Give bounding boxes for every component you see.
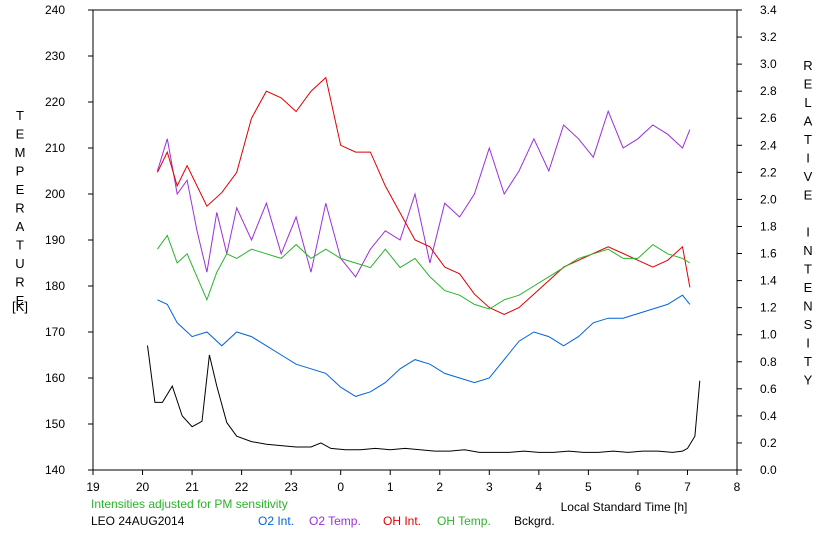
legend-o2-temp: O2 Temp.: [309, 514, 361, 528]
axis-title-letter: I: [806, 151, 810, 166]
axis-title-letter: R: [15, 201, 24, 216]
right-y-tick-label: 1.8: [760, 219, 777, 233]
left-y-tick-label: 220: [45, 95, 65, 109]
x-tick-label: 19: [86, 480, 100, 494]
legend-oh-temp: OH Temp.: [437, 514, 491, 528]
right-y-tick-label: 0.4: [760, 409, 777, 423]
axis-title-letter: L: [804, 95, 811, 110]
right-y-tick-label: 3.2: [760, 30, 777, 44]
right-y-tick-label: 2.4: [760, 138, 777, 152]
x-tick-label: 6: [635, 480, 642, 494]
right-y-tick-label: 1.4: [760, 274, 777, 288]
axis-title-letter: T: [16, 108, 24, 123]
axis-title-letter: Y: [804, 373, 813, 388]
left-y-tick-label: 140: [45, 463, 65, 477]
axis-title-letter: R: [803, 58, 812, 73]
right-y-tick-label: 2.6: [760, 111, 777, 125]
x-axis-title: Local Standard Time [h]: [561, 500, 688, 514]
left-y-tick-label: 190: [45, 233, 65, 247]
right-y-tick-label: 1.2: [760, 301, 777, 315]
left-y-tick-label: 150: [45, 417, 65, 431]
x-tick-label: 5: [585, 480, 592, 494]
left-y-tick-label: 170: [45, 325, 65, 339]
left-y-tick-label: 210: [45, 141, 65, 155]
right-y-axis: 0.0 0.2 0.4 0.6 0.8 1.0 1.2 1.4 1.6 1.8 2.0 2.2 2.4 2…: [737, 3, 777, 477]
x-tick-label: 3: [486, 480, 493, 494]
right-y-tick-label: 0.6: [760, 382, 777, 396]
series-line-oh-int: [156, 76, 691, 315]
x-tick-label: 23: [284, 480, 298, 494]
x-tick-label: 2: [436, 480, 443, 494]
x-tick-label: 21: [185, 480, 199, 494]
axis-title-letter: U: [15, 256, 24, 271]
axis-title-letter: M: [15, 145, 26, 160]
right-y-tick-label: 2.0: [760, 192, 777, 206]
series-line-oh-temp: [156, 234, 691, 310]
axis-title-letter: N: [803, 243, 812, 258]
axis-title-letter: P: [16, 164, 25, 179]
right-y-tick-label: 3.4: [760, 3, 777, 17]
axis-title-letter: E: [16, 182, 25, 197]
station-date: LEO 24AUG2014: [91, 514, 185, 528]
series-line-o2-int: [157, 294, 691, 397]
legend-oh-int: OH Int.: [383, 514, 422, 528]
series-layer: [147, 76, 701, 453]
left-y-axis: 140 150 160 170 180 190 200 210 220 230 240: [45, 3, 93, 477]
x-tick-label: 8: [734, 480, 741, 494]
right-y-tick-label: 0.2: [760, 436, 777, 450]
left-y-tick-label: 160: [45, 371, 65, 385]
right-y-tick-label: 1.0: [760, 328, 777, 342]
axis-title-letter: N: [803, 299, 812, 314]
axis-title-letter: E: [804, 77, 813, 92]
axis-title-letter: S: [804, 317, 813, 332]
left-y-tick-label: 200: [45, 187, 65, 201]
axis-title-letter: T: [804, 354, 812, 369]
axis-title-letter: E: [804, 188, 813, 203]
axis-title-letter: V: [804, 169, 813, 184]
axis-title-letter: I: [806, 336, 810, 351]
x-tick-label: 22: [235, 480, 249, 494]
left-y-tick-label: 230: [45, 49, 65, 63]
series-line-bckgrd: [147, 345, 701, 453]
right-y-tick-label: 1.6: [760, 247, 777, 261]
x-tick-label: 0: [337, 480, 344, 494]
axis-title-letter: T: [804, 262, 812, 277]
right-y-tick-label: 3.0: [760, 57, 777, 71]
axis-title-letter: T: [16, 238, 24, 253]
left-y-tick-label: 180: [45, 279, 65, 293]
x-tick-label: 20: [136, 480, 150, 494]
right-y-tick-label: 2.8: [760, 84, 777, 98]
axis-title-letter: E: [16, 127, 25, 142]
sensitivity-note: Intensities adjusted for PM sensitivity: [91, 497, 288, 511]
x-tick-label: 1: [387, 480, 394, 494]
axis-title-letter: E: [804, 280, 813, 295]
right-y-tick-label: 0.8: [760, 355, 777, 369]
axis-title-letter: A: [804, 114, 813, 129]
legend-bckgrd: Bckgrd.: [514, 514, 555, 528]
left-y-axis-unit: [K]: [12, 299, 28, 314]
x-axis: 19 20 21 22 23 0 1 2 3 4 5 6 7 8: [86, 470, 741, 494]
right-y-tick-label: 2.2: [760, 165, 777, 179]
axis-title-letter: I: [806, 225, 810, 240]
axis-title-letter: R: [15, 275, 24, 290]
legend-o2-int: O2 Int.: [258, 514, 295, 528]
axis-title-letter: A: [16, 219, 25, 234]
series-line-o2-temp: [156, 109, 691, 278]
right-y-tick-label: 0.0: [760, 463, 777, 477]
x-tick-label: 4: [536, 480, 543, 494]
axis-title-letter: T: [804, 132, 812, 147]
x-tick-label: 7: [684, 480, 691, 494]
left-y-tick-label: 240: [45, 3, 65, 17]
axis-title-letter: E: [16, 293, 25, 308]
